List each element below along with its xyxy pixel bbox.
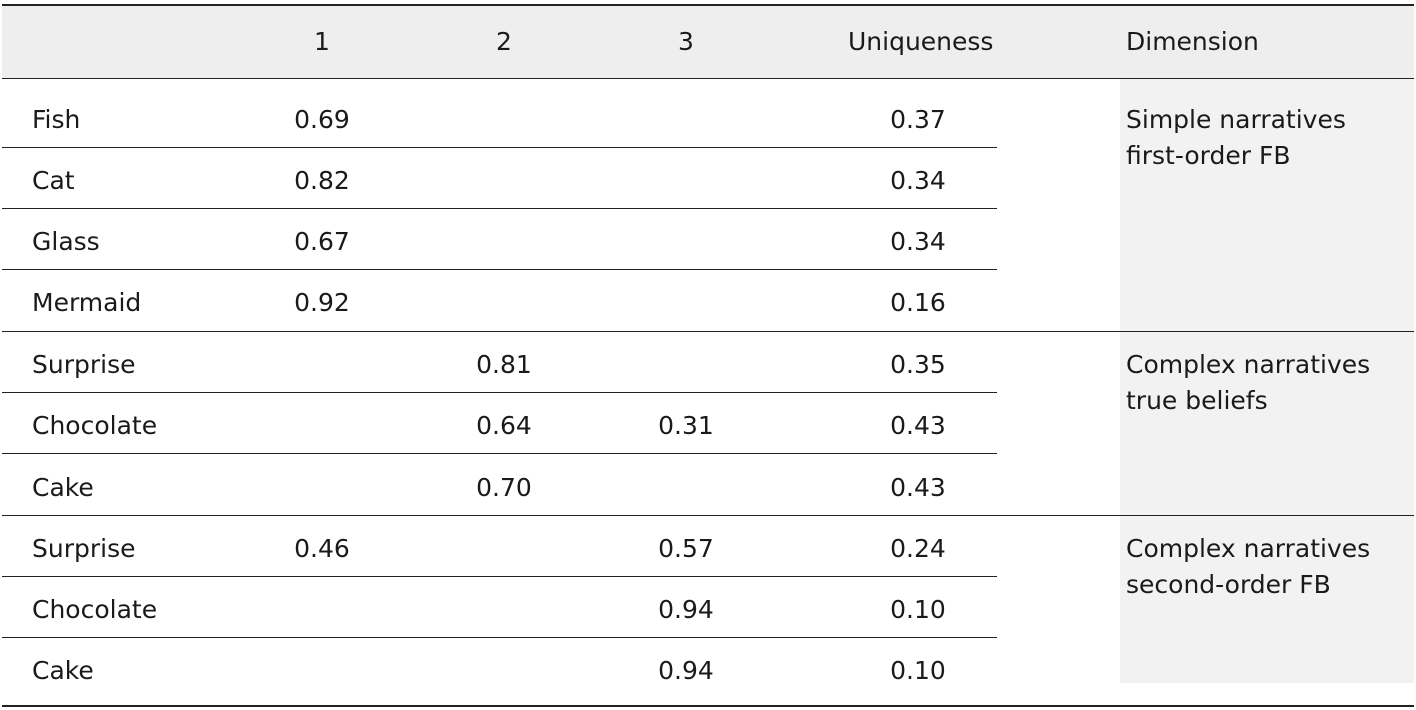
dimension-label-line1: Simple narratives (1126, 105, 1346, 134)
loading-2: 0.70 (476, 473, 532, 502)
group-divider (2, 331, 1414, 332)
dimension-label-line1: Complex narratives (1126, 534, 1371, 563)
loading-3: 0.94 (658, 595, 714, 624)
row-label: Surprise (32, 350, 136, 379)
top-rule (2, 4, 1414, 6)
group-divider (2, 515, 1414, 516)
header-uniqueness: Uniqueness (848, 27, 994, 56)
uniqueness-value: 0.43 (890, 411, 946, 440)
dimension-column-background (1120, 78, 1414, 683)
loading-3: 0.94 (658, 656, 714, 685)
dimension-label-line2: first-order FB (1126, 141, 1291, 170)
row-label: Glass (32, 227, 100, 256)
loading-3: 0.57 (658, 534, 714, 563)
header-col-1: 1 (314, 27, 330, 56)
row-label: Cat (32, 166, 75, 195)
header-rule (2, 78, 1414, 79)
row-divider (2, 576, 997, 577)
uniqueness-value: 0.35 (890, 350, 946, 379)
row-label: Surprise (32, 534, 136, 563)
row-label: Cake (32, 473, 94, 502)
dimension-label-line1: Complex narratives (1126, 350, 1371, 379)
uniqueness-value: 0.16 (890, 288, 946, 317)
header-col-3: 3 (678, 27, 694, 56)
dimension-label-line2: true beliefs (1126, 386, 1268, 415)
loading-1: 0.69 (294, 105, 350, 134)
loading-1: 0.92 (294, 288, 350, 317)
uniqueness-value: 0.34 (890, 166, 946, 195)
row-divider (2, 269, 997, 270)
bottom-rule (2, 705, 1414, 707)
loading-1: 0.67 (294, 227, 350, 256)
row-divider (2, 208, 997, 209)
row-label: Mermaid (32, 288, 142, 317)
uniqueness-value: 0.37 (890, 105, 946, 134)
loading-1: 0.46 (294, 534, 350, 563)
loading-3: 0.31 (658, 411, 714, 440)
row-label: Fish (32, 105, 81, 134)
factor-loadings-table: 1 2 3 Uniqueness Dimension Fish 0.69 0.3… (2, 4, 1414, 707)
header-background (2, 4, 1414, 78)
row-label: Chocolate (32, 411, 158, 440)
header-dimension: Dimension (1126, 27, 1259, 56)
loading-1: 0.82 (294, 166, 350, 195)
row-divider (2, 453, 997, 454)
uniqueness-value: 0.10 (890, 656, 946, 685)
loading-2: 0.64 (476, 411, 532, 440)
loading-2: 0.81 (476, 350, 532, 379)
row-divider (2, 147, 997, 148)
uniqueness-value: 0.10 (890, 595, 946, 624)
uniqueness-value: 0.43 (890, 473, 946, 502)
row-label: Cake (32, 656, 94, 685)
header-col-2: 2 (496, 27, 512, 56)
uniqueness-value: 0.34 (890, 227, 946, 256)
row-label: Chocolate (32, 595, 158, 624)
dimension-label-line2: second-order FB (1126, 570, 1331, 599)
row-divider (2, 392, 997, 393)
uniqueness-value: 0.24 (890, 534, 946, 563)
row-divider (2, 637, 997, 638)
